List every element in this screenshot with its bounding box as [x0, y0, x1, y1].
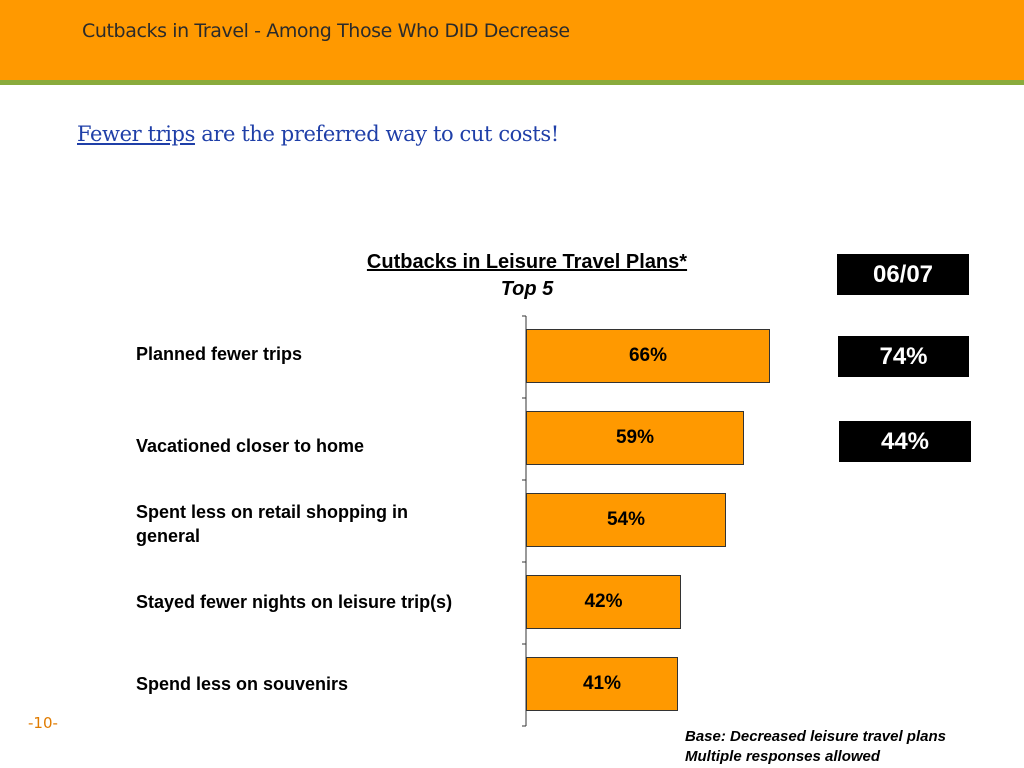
chart-title: Cutbacks in Leisure Travel Plans* [366, 251, 688, 273]
bar-value-label: 59% [615, 427, 655, 448]
chart-subtitle: Top 5 [500, 278, 554, 300]
bar-value-label: 41% [582, 673, 622, 694]
comparison-value: 74% [838, 336, 969, 377]
page-number: -10- [28, 714, 58, 732]
page-title: Cutbacks in Travel - Among Those Who DID… [82, 20, 570, 42]
header-bar: Cutbacks in Travel - Among Those Who DID… [0, 0, 1024, 85]
slide-subtitle: Fewer trips are the preferred way to cut… [77, 122, 559, 146]
subtitle-highlight: Fewer trips [77, 122, 195, 146]
category-label: Vacationed closer to home [136, 436, 365, 456]
bar-value-label: 66% [628, 345, 668, 366]
bar: 42% [526, 575, 681, 629]
category-label: Stayed fewer nights on leisure trip(s) [136, 592, 453, 612]
base-note-line2: Multiple responses allowed [685, 748, 881, 765]
bar: 54% [526, 493, 726, 547]
comparison-header: 06/07 [837, 254, 969, 295]
subtitle-rest: are the preferred way to cut costs! [194, 122, 559, 146]
bar-value-label: 54% [606, 509, 646, 530]
base-note-line1: Base: Decreased leisure travel plans [685, 728, 946, 745]
bar: 41% [526, 657, 678, 711]
bar-value-label: 42% [584, 591, 623, 612]
category-label: Spent less on retail shopping in general [136, 502, 409, 546]
comparison-value: 44% [839, 421, 971, 462]
category-label: Spend less on souvenirs [136, 674, 349, 694]
bar: 59% [526, 411, 744, 465]
bar: 66% [526, 329, 770, 383]
category-label: Planned fewer trips [136, 344, 303, 364]
base-note: Base: Decreased leisure travel plans Mul… [685, 727, 946, 767]
